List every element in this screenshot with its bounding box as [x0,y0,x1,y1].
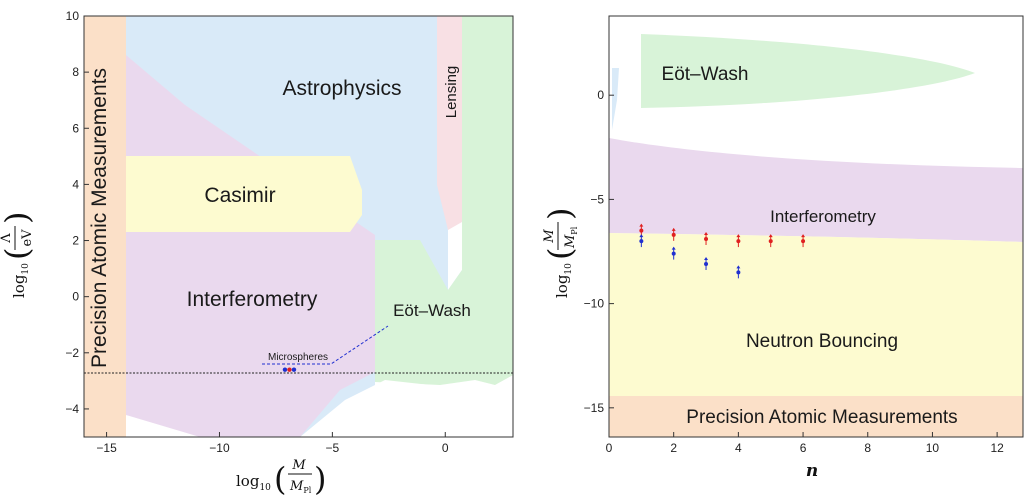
svg-text:): ) [541,208,579,220]
data-point-arrow [671,227,676,231]
data-point [801,239,806,244]
left-x-axis-label: log10 ( M MPl ) [236,458,326,497]
x-tick-label: 0 [442,441,449,455]
region-neutron-bouncing [609,233,1023,396]
left-y-axis-label: log10 ( Λ eV ) [0,212,36,298]
svg-text:eV: eV [20,229,35,247]
data-point-arrow [768,234,773,238]
right-y-axis-label: log10 ( M MPl ) [541,208,579,298]
x-tick-label: −10 [209,441,230,455]
data-point-arrow [736,234,741,238]
data-point-arrow [639,234,644,238]
y-tick-label: 8 [72,65,79,79]
data-point [768,239,773,244]
data-point [291,367,297,372]
x-tick-label: 12 [990,441,1004,455]
y-tick-label: −2 [65,346,79,360]
right-label-precision-atomic: Precision Atomic Measurements [686,407,957,428]
svg-text:(: ( [541,248,579,260]
data-point [704,262,709,267]
svg-text:log10: log10 [236,472,271,493]
x-tick-label: 6 [800,441,807,455]
data-point [736,270,741,275]
region-precision-atomic-right [609,396,1023,437]
left-label-lensing: Lensing [443,66,460,119]
left-plot-frame [83,15,514,438]
data-point [287,367,292,372]
svg-text:): ) [0,212,36,224]
region-eotwash-right [641,34,975,108]
svg-text:(: ( [0,248,36,260]
region-interferometry [126,55,375,437]
left-points [282,367,297,372]
left-label-eotwash: Eöt–Wash [393,301,471,320]
svg-text:M: M [542,229,557,244]
left-label-interferometry: Interferometry [187,288,318,311]
data-point-arrow [704,257,709,261]
y-tick-label: −10 [584,297,605,311]
left-ticks: −15 −10 −5 0 −4 −2 0 2 4 6 8 10 [65,9,449,455]
left-plot-regions [84,16,513,437]
data-point-arrow [801,234,806,238]
data-point-arrow [671,246,676,250]
right-label-eotwash: Eöt–Wash [662,64,749,85]
svg-text:(: ( [274,460,286,497]
right-label-interferometry: Interferometry [770,207,876,226]
svg-text:log10: log10 [10,263,31,298]
right-label-neutron-bouncing: Neutron Bouncing [746,331,898,352]
right-plot-frame [608,15,1024,438]
y-tick-label: 10 [66,9,80,23]
region-lower-white [126,380,513,437]
right-points [639,223,806,279]
svg-text:log10: log10 [553,263,574,298]
svg-text:MPl: MPl [289,479,312,495]
data-point [639,228,644,233]
svg-text:Λ: Λ [0,233,14,244]
y-tick-label: −4 [65,402,79,416]
x-tick-label: 2 [670,441,677,455]
data-point-arrow [736,265,741,269]
left-label-microspheres: Microspheres [268,352,328,363]
svg-text:MPl: MPl [563,226,579,249]
left-label-precision-atomic: Precision Atomic Measurements [88,68,111,368]
x-tick-label: −15 [96,441,117,455]
data-point [282,367,288,372]
region-precision-atomic [84,16,126,437]
right-ticks: 0 2 4 6 8 10 12 −15 −10 −5 0 [584,88,1004,455]
right-x-axis-label: n [806,461,818,481]
data-point [736,239,741,244]
data-point [704,237,709,242]
y-tick-label: 4 [72,177,79,191]
region-eotwash [375,16,513,385]
right-plot-regions [609,34,1023,437]
microspheres-pointer [262,325,389,365]
right-plot: 0 2 4 6 8 10 12 −15 −10 −5 0 Eöt–Wash Interferomet… [541,15,1024,481]
y-tick-label: 0 [597,88,604,102]
y-tick-label: 6 [72,121,79,135]
data-point-arrow [704,232,709,236]
region-interferometry-right [609,138,1023,242]
region-casimir [126,156,362,232]
x-tick-label: 8 [864,441,871,455]
x-tick-label: 4 [735,441,742,455]
y-tick-label: −5 [590,192,604,206]
left-plot: −15 −10 −5 0 −4 −2 0 2 4 6 8 10 Precision Atomic Me… [0,9,514,497]
left-label-casimir: Casimir [204,184,275,207]
region-astrophysics-right [612,68,619,130]
svg-text:): ) [314,460,326,497]
y-tick-label: −15 [584,401,605,415]
x-tick-label: 10 [926,441,940,455]
data-point-arrow [639,223,644,227]
data-point [671,232,676,237]
x-tick-label: −5 [326,441,340,455]
region-lensing [437,16,462,230]
svg-text:M: M [291,458,306,473]
y-tick-label: 2 [72,234,79,248]
y-tick-label: 0 [72,290,79,304]
data-point [639,239,644,244]
left-label-astrophysics: Astrophysics [282,77,401,100]
x-tick-label: 0 [606,441,613,455]
data-point [671,251,676,256]
